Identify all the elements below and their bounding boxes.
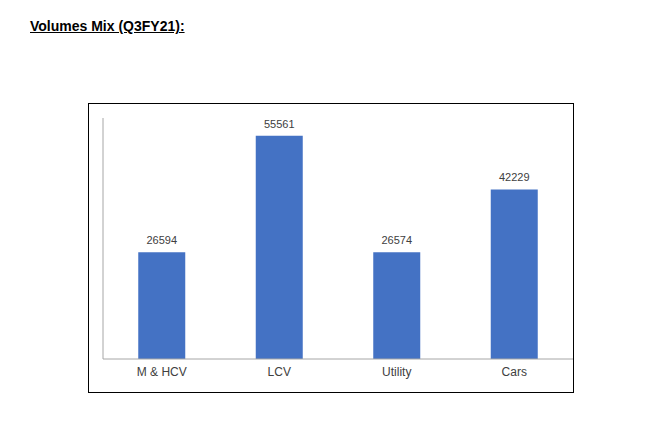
svg-text:Utility: Utility — [382, 365, 411, 379]
svg-text:26594: 26594 — [146, 234, 177, 246]
svg-text:55561: 55561 — [264, 118, 295, 130]
svg-text:M & HCV: M & HCV — [137, 365, 187, 379]
svg-text:42229: 42229 — [499, 171, 530, 183]
svg-text:Cars: Cars — [502, 365, 527, 379]
svg-text:26574: 26574 — [381, 234, 412, 246]
svg-text:LCV: LCV — [268, 365, 291, 379]
html-text:Volumes Mix (Q3FY21):: Volumes Mix (Q3FY21): — [30, 18, 185, 34]
